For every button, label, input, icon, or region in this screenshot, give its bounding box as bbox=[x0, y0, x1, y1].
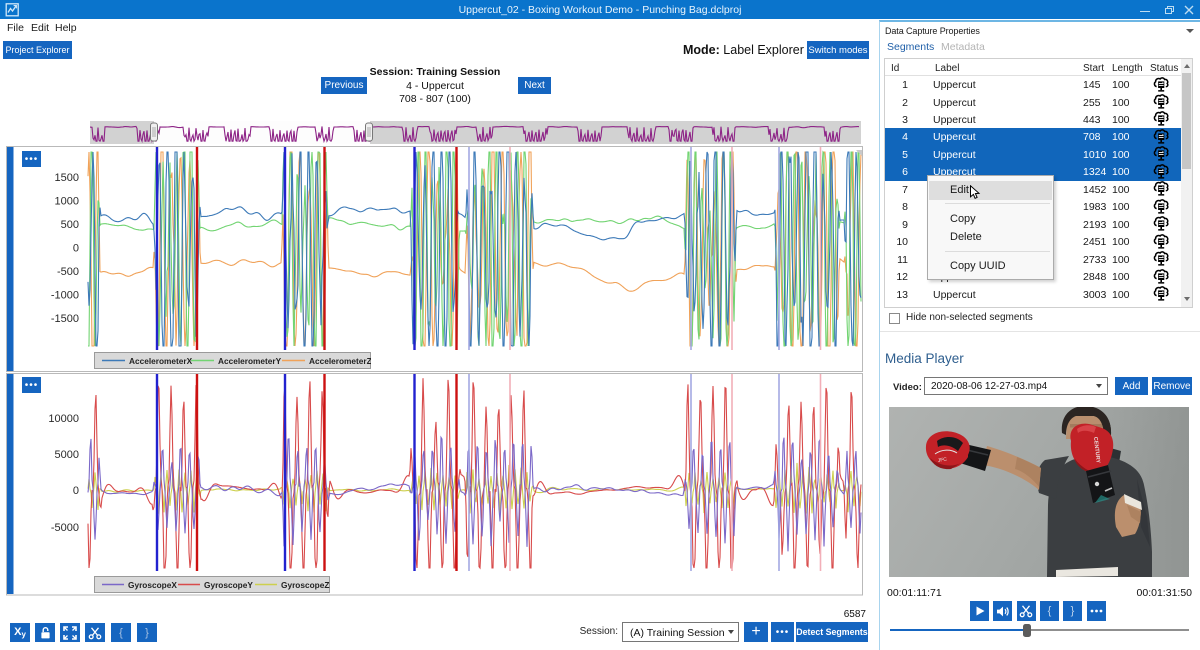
svg-text:1500: 1500 bbox=[55, 172, 79, 184]
svg-text:-1000: -1000 bbox=[51, 290, 79, 302]
svg-text:GyroscopeY: GyroscopeY bbox=[204, 580, 253, 590]
svg-text:-1500: -1500 bbox=[51, 313, 79, 325]
svg-text:0: 0 bbox=[73, 243, 79, 255]
svg-text:JFC: JFC bbox=[937, 457, 947, 464]
svg-text:10000: 10000 bbox=[48, 413, 79, 425]
svg-text:1000: 1000 bbox=[55, 196, 79, 208]
svg-text:AccelerometerZ: AccelerometerZ bbox=[309, 356, 371, 366]
svg-text:GyroscopeZ: GyroscopeZ bbox=[281, 580, 329, 590]
svg-text:AccelerometerY: AccelerometerY bbox=[218, 356, 282, 366]
svg-text:-5000: -5000 bbox=[51, 522, 79, 534]
svg-text:0: 0 bbox=[73, 485, 79, 497]
svg-text:CENTURY: CENTURY bbox=[1092, 437, 1101, 464]
svg-text:5000: 5000 bbox=[55, 449, 79, 461]
svg-text:500: 500 bbox=[61, 219, 79, 231]
svg-text:AccelerometerX: AccelerometerX bbox=[129, 356, 193, 366]
svg-text:GyroscopeX: GyroscopeX bbox=[128, 580, 177, 590]
svg-text:-500: -500 bbox=[57, 266, 79, 278]
